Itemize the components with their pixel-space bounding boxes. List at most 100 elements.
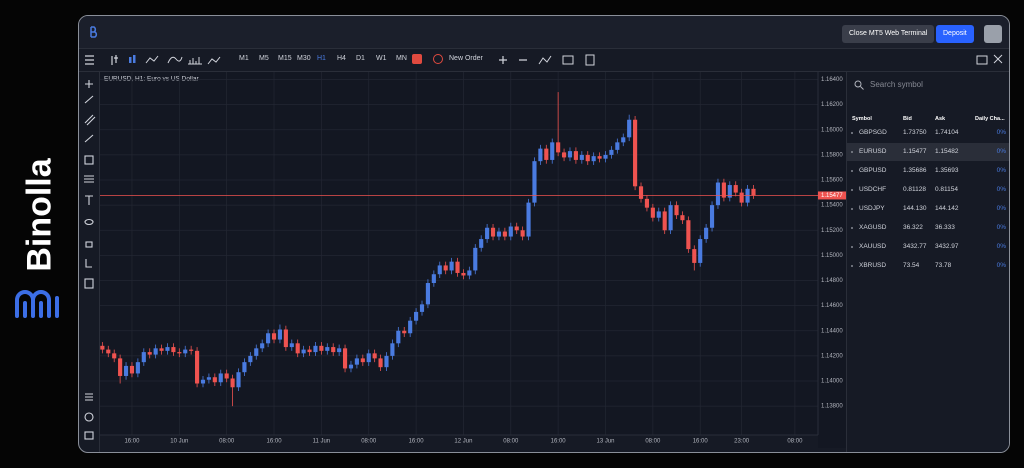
watchlist-row[interactable]: XBRUSD 73.54 73.78 0% [847, 257, 1009, 275]
timeframe-button[interactable]: M1 [239, 55, 249, 62]
column-header: Ask [935, 116, 946, 122]
candle-body [550, 142, 555, 160]
toolbar: M1 M5 M15 M30 H1 H4 D1 W1 MN New Order [79, 49, 1009, 72]
timeframe-button[interactable]: M5 [259, 55, 269, 62]
x-tick-label: 16:00 [693, 439, 709, 445]
candle-body [538, 148, 543, 162]
candle-body [704, 227, 709, 240]
candle-body [414, 311, 419, 321]
candle-body [526, 202, 531, 237]
watchlist-row[interactable]: USDCHF 0.81128 0.81154 0% [847, 181, 1009, 199]
symbol: GBPSGD [859, 129, 887, 136]
candle-body [325, 347, 330, 351]
plot-background [100, 72, 818, 435]
candle-body [118, 358, 123, 376]
row-dot [851, 227, 853, 229]
candle-body [733, 185, 738, 193]
deposit-button[interactable]: Deposit [936, 25, 974, 43]
row-dot [851, 246, 853, 248]
y-tick-label: 1.14400 [821, 328, 843, 334]
candle-body [307, 349, 312, 353]
search-input[interactable]: Search symbol [870, 80, 923, 89]
candle-body [123, 365, 129, 376]
y-tick-label: 1.14600 [821, 303, 843, 309]
y-tick-label: 1.16200 [821, 102, 843, 108]
watchlist-row[interactable]: EURUSD 1.15477 1.15482 0% [847, 143, 1009, 161]
candle-body [644, 198, 650, 208]
column-header: Symbol [852, 116, 872, 122]
quote: 0% [996, 167, 1006, 174]
toolbar-icons-end [976, 54, 1003, 65]
watchlist-row[interactable]: USDJPY 144.130 144.142 0% [847, 200, 1009, 218]
timeframe-button[interactable]: W1 [376, 55, 387, 62]
timeframe-button[interactable]: H1 [317, 55, 326, 62]
new-order-button[interactable]: New Order [449, 55, 483, 62]
quote: 0.81154 [935, 186, 959, 193]
candle-body [183, 349, 188, 354]
avatar[interactable] [984, 25, 1002, 43]
row-dot [851, 265, 853, 267]
candle-body [236, 372, 241, 388]
column-header: Daily Cha... [975, 116, 1005, 122]
watchlist-row[interactable]: GBPUSD 1.35686 1.35693 0% [847, 162, 1009, 180]
candle-body [508, 226, 513, 237]
candle-body [597, 156, 602, 159]
candle-body [301, 349, 306, 354]
y-tick-label: 1.14800 [821, 278, 843, 284]
x-tick-label: 11 Jun [313, 439, 331, 445]
symbol: USDJPY [859, 205, 885, 212]
close-terminal-button[interactable]: Close MT5 Web Terminal [842, 25, 935, 43]
candle-body [390, 343, 395, 356]
y-tick-label: 1.13800 [821, 404, 843, 410]
current-price-tag [818, 191, 846, 200]
quote: 1.35686 [903, 167, 927, 174]
candle-body [461, 272, 466, 276]
candle-body [686, 220, 691, 250]
x-tick-label: 16:00 [124, 439, 140, 445]
candle-body [561, 152, 567, 158]
candle-body [177, 352, 182, 354]
candle-body [425, 283, 430, 305]
candle-body [638, 186, 644, 199]
x-tick-label: 08:00 [503, 439, 519, 445]
watchlist: Search symbol Symbol Bid Ask Daily Cha... GB… [846, 72, 1009, 452]
watchlist-row[interactable]: XAGUSD 36.322 36.333 0% [847, 219, 1009, 237]
watchlist-row[interactable]: XAUUSD 3432.77 3432.97 0% [847, 238, 1009, 256]
timeframe-button[interactable]: MN [396, 55, 407, 62]
row-dot [851, 170, 853, 172]
current-price-label: 1.15477 [821, 193, 843, 199]
candle-body [502, 231, 507, 237]
drawing-tools [79, 72, 100, 452]
candle-body [218, 373, 223, 383]
candle-body [129, 365, 135, 374]
quote: 1.73750 [903, 129, 927, 136]
x-tick-label: 10 Jun [170, 439, 188, 445]
candle-body [567, 151, 573, 158]
row-dot [851, 189, 853, 191]
search-icon [854, 80, 864, 90]
new-order-icon[interactable] [433, 54, 443, 64]
quote: 3432.97 [935, 243, 959, 250]
trade-icon[interactable] [412, 54, 422, 64]
timeframe-button[interactable]: D1 [356, 55, 365, 62]
watchlist-row[interactable]: GBPSGD 1.73750 1.74104 0% [847, 124, 1009, 142]
candle-body [189, 349, 194, 351]
timeframe-button[interactable]: H4 [337, 55, 346, 62]
candle-body [467, 270, 472, 276]
candle-body [106, 349, 111, 354]
candle-body [277, 329, 283, 340]
candle-body [342, 348, 348, 369]
candle-body [260, 343, 265, 349]
y-tick-label: 1.15600 [821, 178, 843, 184]
candle-body [455, 261, 460, 273]
candle-body [514, 226, 519, 231]
timeframe-button[interactable]: M15 [278, 55, 292, 62]
brand-name: Binolla [20, 158, 59, 272]
brand-logo [15, 290, 59, 318]
y-tick-label: 1.16000 [821, 127, 843, 133]
app-logo [90, 26, 98, 38]
timeframe-button[interactable]: M30 [297, 55, 311, 62]
candle-body [662, 211, 667, 231]
quote: 144.142 [935, 205, 959, 212]
